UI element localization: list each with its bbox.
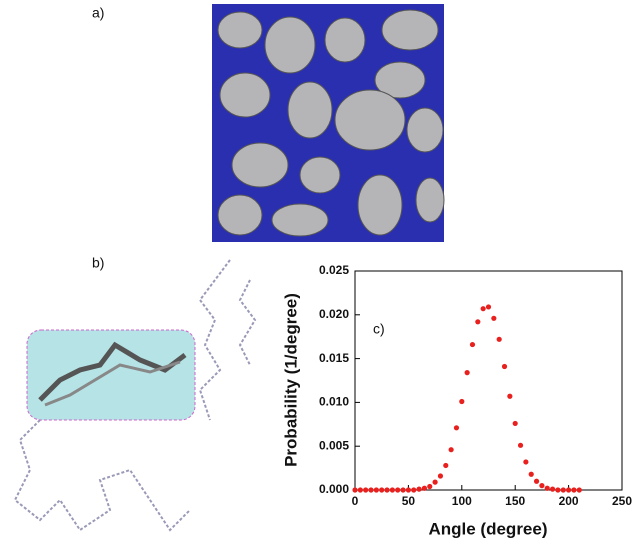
x-tick-label: 250 (612, 494, 632, 508)
data-point (389, 487, 395, 493)
data-point (427, 483, 433, 490)
data-point (528, 471, 534, 477)
x-tick-label: 0 (352, 494, 359, 508)
data-point (373, 487, 379, 493)
data-point (405, 487, 411, 493)
data-point (437, 473, 444, 479)
data-point (576, 487, 582, 493)
data-point (517, 442, 524, 448)
y-tick-label: 0.015 (319, 351, 349, 365)
data-point (432, 479, 438, 485)
data-point (411, 487, 417, 493)
data-point (379, 487, 385, 493)
x-tick-label: 150 (505, 494, 525, 508)
data-point (395, 487, 401, 493)
data-point (459, 398, 465, 405)
panel-label: c) (373, 321, 385, 337)
data-point (549, 486, 556, 492)
data-point (485, 304, 492, 310)
data-point (357, 487, 363, 493)
data-point (544, 485, 550, 491)
data-point (560, 487, 566, 493)
data-point (571, 487, 577, 493)
y-tick-label: 0.010 (319, 395, 349, 409)
data-point (555, 487, 561, 493)
data-point (533, 478, 540, 484)
panel-b-image (13, 259, 257, 532)
data-point (496, 336, 502, 342)
y-tick-label: 0.000 (319, 482, 349, 496)
data-point (453, 425, 460, 431)
data-point (512, 420, 518, 427)
x-axis-title: Angle (degree) (428, 519, 547, 538)
data-point (507, 393, 513, 399)
data-point (368, 487, 374, 493)
data-point (416, 486, 422, 492)
y-tick-label: 0.020 (319, 307, 349, 321)
y-tick-label: 0.005 (319, 438, 349, 452)
x-tick-label: 50 (402, 494, 416, 508)
data-point (400, 487, 406, 493)
data-point (352, 487, 358, 493)
panel-a-image (212, 4, 445, 242)
data-point (566, 487, 572, 493)
data-point (523, 459, 529, 465)
x-tick-label: 200 (559, 494, 579, 508)
data-point (501, 363, 508, 370)
data-point (464, 370, 470, 376)
data-point (384, 487, 390, 493)
data-point (363, 487, 369, 493)
data-point (539, 483, 545, 489)
data-point (443, 462, 449, 469)
data-point (421, 485, 428, 491)
data-point (469, 341, 476, 348)
data-point (475, 319, 481, 325)
data-point (448, 447, 454, 453)
y-tick-label: 0.025 (319, 263, 349, 277)
panel-label: b) (92, 255, 104, 271)
y-axis-title: Probability (1/degree) (281, 293, 300, 467)
data-point (491, 315, 497, 321)
panel-label: a) (92, 5, 104, 21)
data-point (480, 306, 486, 312)
x-tick-label: 100 (452, 494, 472, 508)
plot-frame (354, 270, 623, 491)
